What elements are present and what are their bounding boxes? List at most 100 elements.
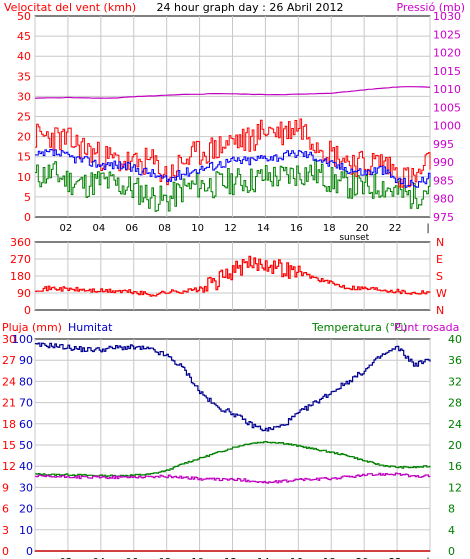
time-tick-label: 14 bbox=[257, 223, 270, 234]
pressure-tick-label: 1030 bbox=[433, 10, 461, 23]
wind-speed-tick-label: 20 bbox=[17, 131, 31, 144]
compass-label: S bbox=[436, 270, 443, 283]
temperature-tick-label: 40 bbox=[448, 333, 462, 346]
time-tick-label: 04 bbox=[92, 557, 105, 559]
humidity-tick-label: 10 bbox=[19, 524, 33, 537]
humidity-tick-label: 100 bbox=[12, 333, 33, 346]
rain-tick-label: 12 bbox=[2, 460, 16, 473]
wind-speed-tick-label: 35 bbox=[17, 70, 31, 83]
temperature-tick-label: 12 bbox=[448, 481, 462, 494]
rain-tick-label: 30 bbox=[2, 333, 16, 346]
pressure-tick-label: 1020 bbox=[433, 47, 461, 60]
compass-label: E bbox=[436, 253, 443, 266]
rain-tick-label: 0 bbox=[2, 545, 9, 558]
wind-speed-tick-label: 30 bbox=[17, 90, 31, 103]
wind-low-series-line bbox=[35, 160, 431, 212]
humidity-tick-label: 80 bbox=[19, 375, 33, 388]
humidity-tick-label: 70 bbox=[19, 397, 33, 410]
pressure-tick-label: 990 bbox=[433, 156, 454, 169]
time-axis: 02 04 06 08 10 12 14 16 18 20 22 | sunset 02 04 06 08 10 1… bbox=[60, 223, 430, 559]
rain-tick-label: 18 bbox=[2, 418, 16, 431]
rain-tick-label: 27 bbox=[2, 354, 16, 367]
wind-speed-tick-label: 50 bbox=[17, 10, 31, 23]
time-tick-label: 16 bbox=[290, 223, 303, 234]
humidity-series-line bbox=[35, 342, 431, 432]
time-tick-label: 16 bbox=[290, 557, 303, 559]
humidity-axis-title: Humitat bbox=[68, 321, 113, 334]
dewpoint-axis-title: Punt rosada bbox=[394, 321, 459, 334]
temperature-tick-label: 32 bbox=[448, 375, 462, 388]
temperature-tick-label: 20 bbox=[448, 439, 462, 452]
rain-tick-label: 3 bbox=[2, 524, 9, 537]
direction-tick-label: 0 bbox=[24, 304, 31, 317]
time-tick-label: 20 bbox=[356, 557, 369, 559]
rain-tick-label: 15 bbox=[2, 439, 16, 452]
temperature-series-line bbox=[35, 441, 431, 478]
temperature-tick-label: 0 bbox=[448, 545, 455, 558]
compass-label: W bbox=[436, 287, 447, 300]
humidity-tick-label: 0 bbox=[26, 545, 33, 558]
humidity-temperature-panel: 0369121518212427300102030405060708090100… bbox=[2, 333, 462, 558]
direction-tick-label: 270 bbox=[10, 253, 31, 266]
chart-title: 24 hour graph day : 26 Abril 2012 bbox=[157, 1, 344, 14]
humidity-tick-label: 60 bbox=[19, 418, 33, 431]
wind-gust-series-line bbox=[35, 118, 431, 188]
time-tick-label: 22 bbox=[389, 223, 402, 234]
pressure-tick-label: 980 bbox=[433, 193, 454, 206]
temperature-tick-label: 4 bbox=[448, 524, 455, 537]
wind-speed-tick-label: 45 bbox=[17, 30, 31, 43]
pressure-tick-label: 1025 bbox=[433, 28, 461, 41]
rain-tick-label: 21 bbox=[2, 397, 16, 410]
rain-tick-label: 24 bbox=[2, 375, 16, 388]
humidity-tick-label: 40 bbox=[19, 460, 33, 473]
wind-speed-tick-label: 10 bbox=[17, 171, 31, 184]
wind-speed-tick-label: 40 bbox=[17, 50, 31, 63]
pressure-tick-label: 995 bbox=[433, 138, 454, 151]
compass-label: N bbox=[436, 304, 444, 317]
time-tick-label: 14 bbox=[257, 557, 270, 559]
direction-tick-label: 180 bbox=[10, 270, 31, 283]
temperature-tick-label: 28 bbox=[448, 397, 462, 410]
rain-tick-label: 6 bbox=[2, 503, 9, 516]
time-tick-label: 22 bbox=[389, 557, 402, 559]
humidity-tick-label: 30 bbox=[19, 481, 33, 494]
wind-speed-tick-label: 5 bbox=[24, 191, 31, 204]
time-tick-label: 06 bbox=[125, 223, 138, 234]
time-tick-label: 04 bbox=[92, 223, 105, 234]
time-tick-label: | bbox=[426, 223, 429, 234]
time-tick-label: 08 bbox=[158, 223, 171, 234]
compass-label: N bbox=[436, 236, 444, 249]
humidity-tick-label: 50 bbox=[19, 439, 33, 452]
humidity-tick-label: 20 bbox=[19, 503, 33, 516]
time-tick-label: 20 bbox=[356, 223, 369, 234]
wind-speed-tick-label: 25 bbox=[17, 111, 31, 124]
pressure-tick-label: 975 bbox=[433, 211, 454, 224]
pressure-axis-title: Pressió (mb) bbox=[396, 1, 465, 14]
temperature-tick-label: 36 bbox=[448, 354, 462, 367]
direction-tick-label: 360 bbox=[10, 236, 31, 249]
time-tick-label: 12 bbox=[224, 557, 237, 559]
time-tick-label: 02 bbox=[60, 223, 73, 234]
temperature-tick-label: 16 bbox=[448, 460, 462, 473]
dewpoint-series-line bbox=[35, 472, 431, 484]
time-tick-label: | bbox=[426, 557, 429, 559]
time-tick-label: 18 bbox=[323, 557, 336, 559]
pressure-tick-label: 1015 bbox=[433, 65, 461, 78]
time-tick-label: 12 bbox=[224, 223, 237, 234]
pressure-tick-label: 1005 bbox=[433, 101, 461, 114]
time-tick-label: 08 bbox=[158, 557, 171, 559]
humidity-tick-label: 90 bbox=[19, 354, 33, 367]
wind-average-series-line bbox=[35, 149, 431, 188]
pressure-series-line bbox=[34, 86, 431, 99]
temperature-tick-label: 24 bbox=[448, 418, 462, 431]
time-tick-label: 10 bbox=[191, 557, 204, 559]
wind-speed-tick-label: 0 bbox=[24, 211, 31, 224]
time-tick-label: 06 bbox=[125, 557, 138, 559]
wind-direction-series-line bbox=[35, 255, 431, 297]
wind-speed-axis-title: Velocitat del vent (kmh) bbox=[4, 1, 136, 14]
time-tick-label: 10 bbox=[191, 223, 204, 234]
pressure-tick-label: 1000 bbox=[433, 120, 461, 133]
wind-pressure-panel: 0510152025303540455097598098599099510001… bbox=[17, 10, 461, 224]
